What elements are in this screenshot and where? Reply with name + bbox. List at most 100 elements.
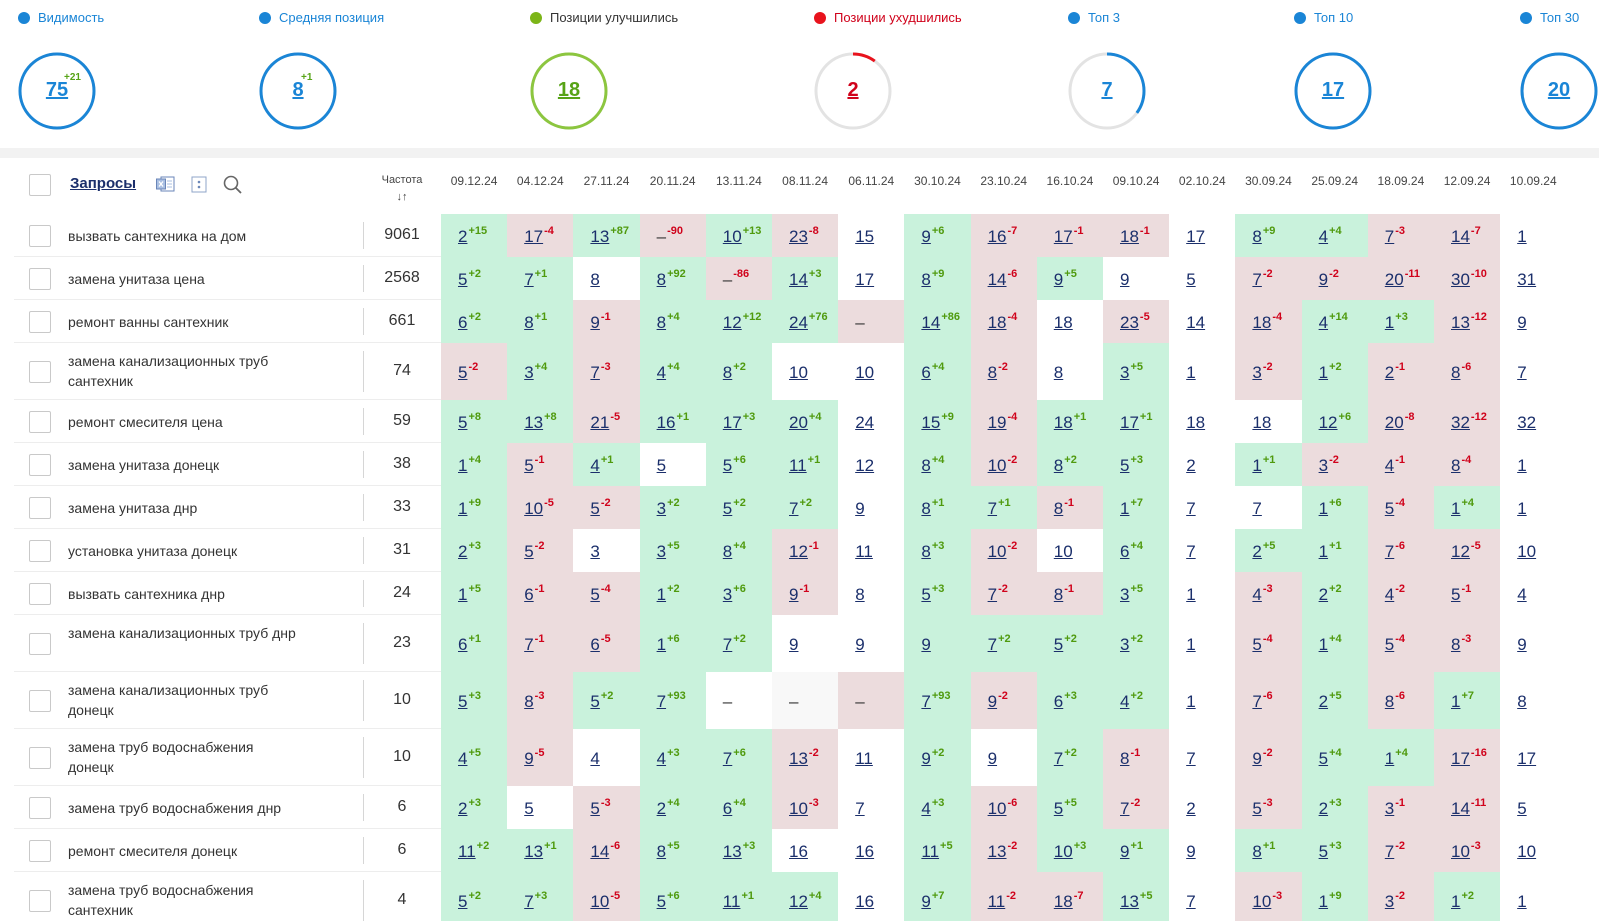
position-value[interactable]: 20	[789, 412, 808, 432]
position-cell[interactable]: 6+2	[441, 300, 508, 343]
row-checkbox[interactable]	[29, 582, 51, 605]
position-cell[interactable]: 2+3	[441, 529, 508, 572]
position-value[interactable]: 1	[1517, 455, 1527, 475]
position-cell[interactable]: 1+2	[1301, 343, 1369, 400]
position-cell[interactable]: 7-2	[1367, 829, 1435, 872]
position-value[interactable]: 7	[656, 691, 667, 711]
position-cell[interactable]: 3-1	[1367, 786, 1435, 829]
position-value[interactable]: 8	[921, 498, 931, 518]
position-value[interactable]: 5	[1451, 584, 1461, 604]
position-cell[interactable]: 3	[573, 529, 641, 572]
position-cell[interactable]: 10	[838, 343, 905, 400]
position-cell[interactable]: 14-11	[1434, 786, 1501, 829]
position-cell[interactable]: 5+6	[639, 872, 707, 921]
position-value[interactable]: 1	[1186, 362, 1196, 382]
position-value[interactable]: 10	[789, 362, 808, 382]
position-cell[interactable]: 8+9	[904, 257, 972, 300]
position-value[interactable]: 5	[1186, 269, 1196, 289]
position-value[interactable]: 7	[1384, 841, 1395, 861]
position-value[interactable]: 5	[1053, 798, 1064, 818]
position-value[interactable]: 1	[1318, 498, 1329, 518]
position-cell[interactable]: 1	[1500, 486, 1567, 529]
date-header[interactable]: 09.10.24	[1112, 174, 1160, 188]
position-cell[interactable]: 17	[838, 257, 905, 300]
position-value[interactable]: 8	[1517, 691, 1527, 711]
position-cell[interactable]: 30-10	[1434, 257, 1501, 300]
query-text[interactable]: замена труб водоснабжения донецк	[68, 739, 254, 775]
position-value[interactable]: 9	[1053, 269, 1064, 289]
position-cell[interactable]: 6+4	[705, 786, 773, 829]
query-text[interactable]: ремонт смесителя цена	[68, 414, 223, 430]
position-cell[interactable]: 5+6	[705, 443, 773, 486]
position-value[interactable]: 5	[1318, 748, 1329, 768]
position-value[interactable]: 5	[1053, 634, 1064, 654]
position-cell[interactable]: 9	[1103, 257, 1170, 300]
position-cell[interactable]: 9	[838, 615, 905, 672]
position-cell[interactable]: 16	[772, 829, 839, 872]
position-value[interactable]: 1	[1186, 584, 1196, 604]
position-value[interactable]: 3	[1318, 455, 1329, 475]
position-cell[interactable]: 3+2	[1103, 615, 1170, 672]
position-value[interactable]: 8	[1053, 362, 1064, 382]
position-value[interactable]: 6	[921, 362, 931, 382]
position-value[interactable]: 7	[722, 748, 733, 768]
date-header[interactable]: 10.09.24	[1509, 174, 1557, 188]
position-value[interactable]: 10	[855, 362, 875, 382]
position-cell[interactable]: 7+1	[507, 257, 574, 300]
position-cell[interactable]: 20-8	[1367, 400, 1435, 443]
position-value[interactable]: 5	[524, 798, 534, 818]
position-cell[interactable]: 7-6	[1235, 672, 1303, 729]
row-checkbox[interactable]	[29, 360, 51, 383]
position-cell[interactable]: 6+3	[1036, 672, 1104, 729]
position-value[interactable]: 16	[855, 841, 875, 861]
stat-value[interactable]: 17	[1321, 79, 1345, 101]
position-value[interactable]: 9	[1186, 841, 1196, 861]
position-value[interactable]: 1	[656, 584, 667, 604]
position-cell[interactable]: 5+2	[1036, 615, 1104, 672]
position-value[interactable]: 18	[1252, 312, 1272, 332]
position-value[interactable]: 4	[656, 362, 667, 382]
position-cell[interactable]: 23-5	[1103, 300, 1170, 343]
position-cell[interactable]: 9+7	[904, 872, 972, 921]
position-value[interactable]: 17	[1186, 226, 1206, 246]
position-value[interactable]: 21	[590, 412, 610, 432]
date-header[interactable]: 12.09.24	[1443, 174, 1491, 188]
position-cell[interactable]: 12	[838, 443, 905, 486]
position-cell[interactable]: 17	[1169, 214, 1236, 257]
position-cell[interactable]: 3+5	[639, 529, 707, 572]
position-value[interactable]: 9	[1252, 748, 1262, 768]
position-cell[interactable]: 17+3	[705, 400, 773, 443]
position-cell[interactable]: –-90	[639, 214, 707, 257]
position-value[interactable]: 7	[1186, 498, 1196, 518]
position-value[interactable]: 5	[1252, 634, 1262, 654]
position-value[interactable]: 7	[987, 498, 998, 518]
position-value[interactable]: 7	[855, 798, 865, 818]
position-value[interactable]: 13	[524, 412, 544, 432]
position-value[interactable]: 2	[1186, 798, 1196, 818]
position-cell[interactable]: 4+4	[639, 343, 707, 400]
position-value[interactable]: 4	[1120, 691, 1130, 711]
position-value[interactable]: 24	[789, 312, 808, 332]
position-cell[interactable]: 1+4	[1434, 486, 1501, 529]
query-text[interactable]: замена унитаза днр	[68, 500, 198, 516]
position-cell[interactable]: 8-6	[1434, 343, 1501, 400]
position-cell[interactable]: 6+1	[441, 615, 508, 672]
position-cell[interactable]: 5-4	[1367, 615, 1435, 672]
position-value[interactable]: 5	[921, 584, 931, 604]
position-value[interactable]: 5	[1384, 498, 1395, 518]
position-cell[interactable]: 7	[838, 786, 905, 829]
stat-ring[interactable]: 18	[530, 52, 608, 130]
position-value[interactable]: 8	[656, 841, 667, 861]
position-value[interactable]: 1	[1318, 634, 1329, 654]
position-value[interactable]: 2	[1318, 584, 1329, 604]
position-value[interactable]: 5	[524, 455, 534, 475]
position-value[interactable]: 7	[1252, 498, 1262, 518]
position-cell[interactable]: 9	[904, 615, 972, 672]
position-value[interactable]: 3	[656, 498, 667, 518]
position-value[interactable]: 1	[1451, 498, 1461, 518]
position-value[interactable]: 6	[1120, 541, 1130, 561]
position-value[interactable]: 7	[722, 634, 733, 654]
position-cell[interactable]: 15+9	[904, 400, 972, 443]
position-cell[interactable]: 4+3	[904, 786, 972, 829]
position-value[interactable]: 1	[1517, 498, 1527, 518]
